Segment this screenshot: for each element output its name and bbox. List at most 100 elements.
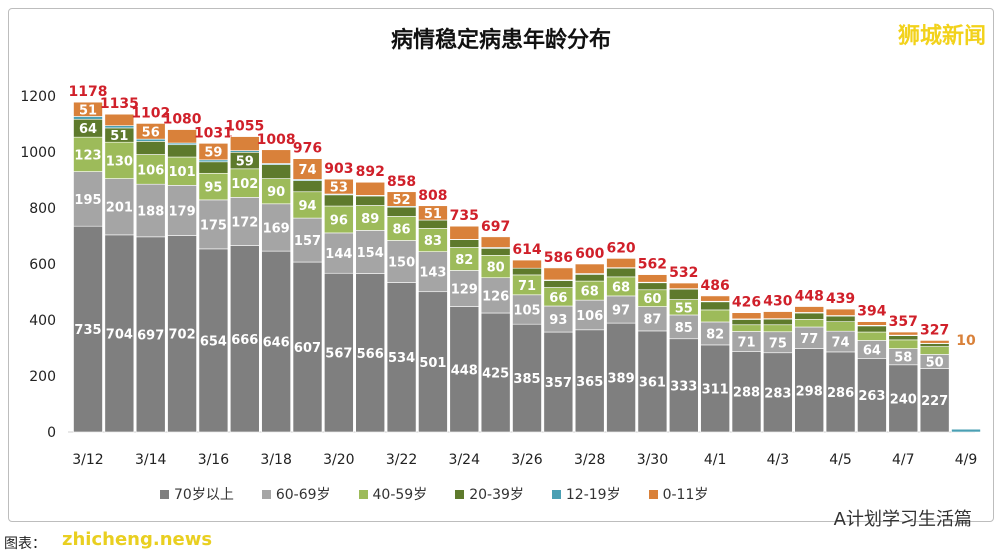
bar-segment-label: 154 <box>357 246 384 261</box>
total-label: 697 <box>481 219 510 235</box>
bar-segment-0-11岁 <box>543 267 574 281</box>
bar-segment-label: 704 <box>106 327 133 342</box>
bar-segment-40-59岁 <box>261 178 291 205</box>
bar-segment-70岁以上 <box>480 312 511 433</box>
legend-label: 20-39岁 <box>469 487 524 503</box>
bar-segment-0-11岁 <box>418 205 448 221</box>
bar-segment-20-39岁 <box>135 141 166 155</box>
bar-segment-label: 607 <box>294 341 321 356</box>
bar-segment-20-39岁 <box>512 267 542 276</box>
total-label: 600 <box>575 246 604 262</box>
bar-segment-12-19岁 <box>104 125 135 129</box>
bar-segment-70岁以上 <box>198 248 229 433</box>
y-tick-label: 1000 <box>20 145 56 161</box>
bar-segment-60-69岁 <box>637 306 668 332</box>
bar-segment-label: 106 <box>137 163 164 178</box>
bar-segment-70岁以上 <box>825 351 856 433</box>
legend-swatch <box>261 490 271 499</box>
y-tick-label: 0 <box>47 425 56 441</box>
total-label: 1080 <box>163 112 202 128</box>
y-tick-label: 600 <box>29 257 56 273</box>
bar-segment-40-59岁 <box>104 141 135 179</box>
bar-segment-label: 90 <box>267 185 285 200</box>
bar-segment-20-39岁 <box>449 239 480 248</box>
bar-segment-0-11岁 <box>857 321 887 326</box>
bar-segment-label: 66 <box>549 291 567 306</box>
bar-segment-20-39岁 <box>574 274 605 282</box>
bar-segment-0-11岁 <box>731 312 762 320</box>
bar-segment-40-59岁 <box>135 154 166 185</box>
x-tick-label: 3/14 <box>135 452 167 468</box>
legend-label: 0-11岁 <box>662 487 709 503</box>
bar-segment-label: 74 <box>832 336 850 351</box>
bar-segment-40-59岁 <box>386 216 417 241</box>
legend-swatch <box>358 490 368 499</box>
chart-title: 病情稳定病患年龄分布 <box>390 28 611 53</box>
y-tick-label: 200 <box>29 369 56 385</box>
bar-segment-40-59岁 <box>355 205 386 231</box>
bar-segment-40-59岁 <box>324 205 354 234</box>
bar-segment-40-59岁 <box>857 331 887 341</box>
bar-segment-70岁以上 <box>449 306 480 433</box>
legend-label: 60-69岁 <box>275 487 331 503</box>
bar-segment-label: 288 <box>733 386 760 401</box>
x-tick-label: 4/5 <box>829 452 852 468</box>
bar-segment-70岁以上 <box>512 323 542 433</box>
bar-segment-label: 195 <box>74 193 101 208</box>
bar-segment-label: 55 <box>675 301 693 316</box>
x-tick-label: 3/16 <box>198 452 230 468</box>
bar-segment-label: 95 <box>204 181 222 196</box>
bar-segment-label: 97 <box>612 304 630 319</box>
bar-segment-0-11岁 <box>198 143 229 161</box>
bar-segment-label: 333 <box>670 379 697 394</box>
bar-segment-label: 286 <box>827 386 854 401</box>
bar-segment-20-39岁 <box>261 164 291 179</box>
source-text: A计划学习生活篇 <box>833 509 972 530</box>
bar-segment-label: 64 <box>863 343 881 358</box>
x-tick-label: 3/24 <box>449 452 481 468</box>
bar-segment-label: 52 <box>393 193 411 208</box>
bar-segment-label: 80 <box>487 261 505 276</box>
bar-segment-20-39岁 <box>794 312 825 320</box>
bar-segment-0-11岁 <box>292 158 323 180</box>
bar-segment-label: 50 <box>926 355 944 370</box>
bar-segment-label: 56 <box>142 125 160 140</box>
bar-segment-label: 567 <box>325 347 352 362</box>
bar-segment-label: 51 <box>110 129 128 144</box>
bar-segment-label: 283 <box>764 386 791 401</box>
bar-segment-label: 735 <box>74 323 101 338</box>
bar-segment-label: 365 <box>576 375 603 390</box>
legend-swatch <box>551 490 561 499</box>
bar-segment-label: 385 <box>513 372 540 387</box>
legend-item: 20-39岁 <box>455 484 524 504</box>
bar-segment-40-59岁 <box>825 321 856 332</box>
bar-segment-40-59岁 <box>763 324 793 333</box>
bar-segment-label: 51 <box>79 103 97 118</box>
bar-segment-20-39岁 <box>292 180 323 193</box>
legend-swatch <box>160 490 169 499</box>
x-tick-label: 4/1 <box>704 452 727 468</box>
bar-segment-label: 68 <box>612 280 630 295</box>
bar-segment-40-59岁 <box>229 168 260 198</box>
total-label: 439 <box>826 291 855 307</box>
bar-segment-0-11岁 <box>104 113 135 126</box>
bar-segment-20-39岁 <box>543 280 574 288</box>
total-label: 357 <box>889 314 918 330</box>
bar-segment-0-11岁 <box>480 236 511 248</box>
bar-segment-label: 51 <box>424 207 442 222</box>
x-tick-label: 4/9 <box>955 452 978 468</box>
bar-segment-70岁以上 <box>292 261 323 433</box>
bar-segment-label: 666 <box>231 333 258 348</box>
total-label: 486 <box>701 278 730 294</box>
bar-segment-40-59岁 <box>167 156 197 186</box>
bar-segment-20-39岁 <box>825 315 856 322</box>
bar-segment-label: 53 <box>330 181 348 196</box>
bar-segment-label: 654 <box>200 334 227 349</box>
bar-segment-label: 150 <box>388 255 415 270</box>
bar-segment-60-69岁 <box>386 240 417 283</box>
total-label: 1178 <box>69 84 108 100</box>
bar-segment-label: 240 <box>890 392 917 407</box>
bar-segment-70岁以上 <box>261 250 291 433</box>
bar-segment-label: 77 <box>800 332 818 347</box>
